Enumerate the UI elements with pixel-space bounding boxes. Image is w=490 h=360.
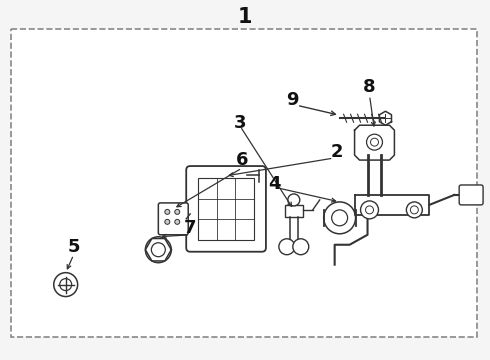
Circle shape xyxy=(361,201,378,219)
Circle shape xyxy=(288,194,300,206)
Circle shape xyxy=(293,239,309,255)
Circle shape xyxy=(324,202,356,234)
Bar xyxy=(285,205,303,217)
Text: 8: 8 xyxy=(363,78,376,96)
Circle shape xyxy=(175,210,180,214)
Circle shape xyxy=(60,279,72,291)
FancyBboxPatch shape xyxy=(459,185,483,205)
Circle shape xyxy=(175,219,180,224)
Text: 9: 9 xyxy=(287,91,299,109)
Circle shape xyxy=(146,237,172,263)
Bar xyxy=(11,28,477,337)
Circle shape xyxy=(367,134,383,150)
Text: 7: 7 xyxy=(184,219,196,237)
Circle shape xyxy=(165,219,170,224)
Circle shape xyxy=(165,210,170,214)
Circle shape xyxy=(406,202,422,218)
Circle shape xyxy=(54,273,77,297)
Bar xyxy=(198,178,254,240)
Circle shape xyxy=(366,206,373,214)
Text: 6: 6 xyxy=(236,151,248,169)
Text: 5: 5 xyxy=(68,238,80,256)
Text: 1: 1 xyxy=(238,6,252,27)
Text: 2: 2 xyxy=(330,143,343,161)
Circle shape xyxy=(332,210,347,226)
Text: 3: 3 xyxy=(234,114,246,132)
Circle shape xyxy=(370,138,378,146)
Text: 4: 4 xyxy=(268,175,281,193)
Circle shape xyxy=(410,206,418,214)
FancyBboxPatch shape xyxy=(158,203,188,235)
Circle shape xyxy=(279,239,295,255)
FancyBboxPatch shape xyxy=(186,166,266,252)
Circle shape xyxy=(151,243,165,257)
